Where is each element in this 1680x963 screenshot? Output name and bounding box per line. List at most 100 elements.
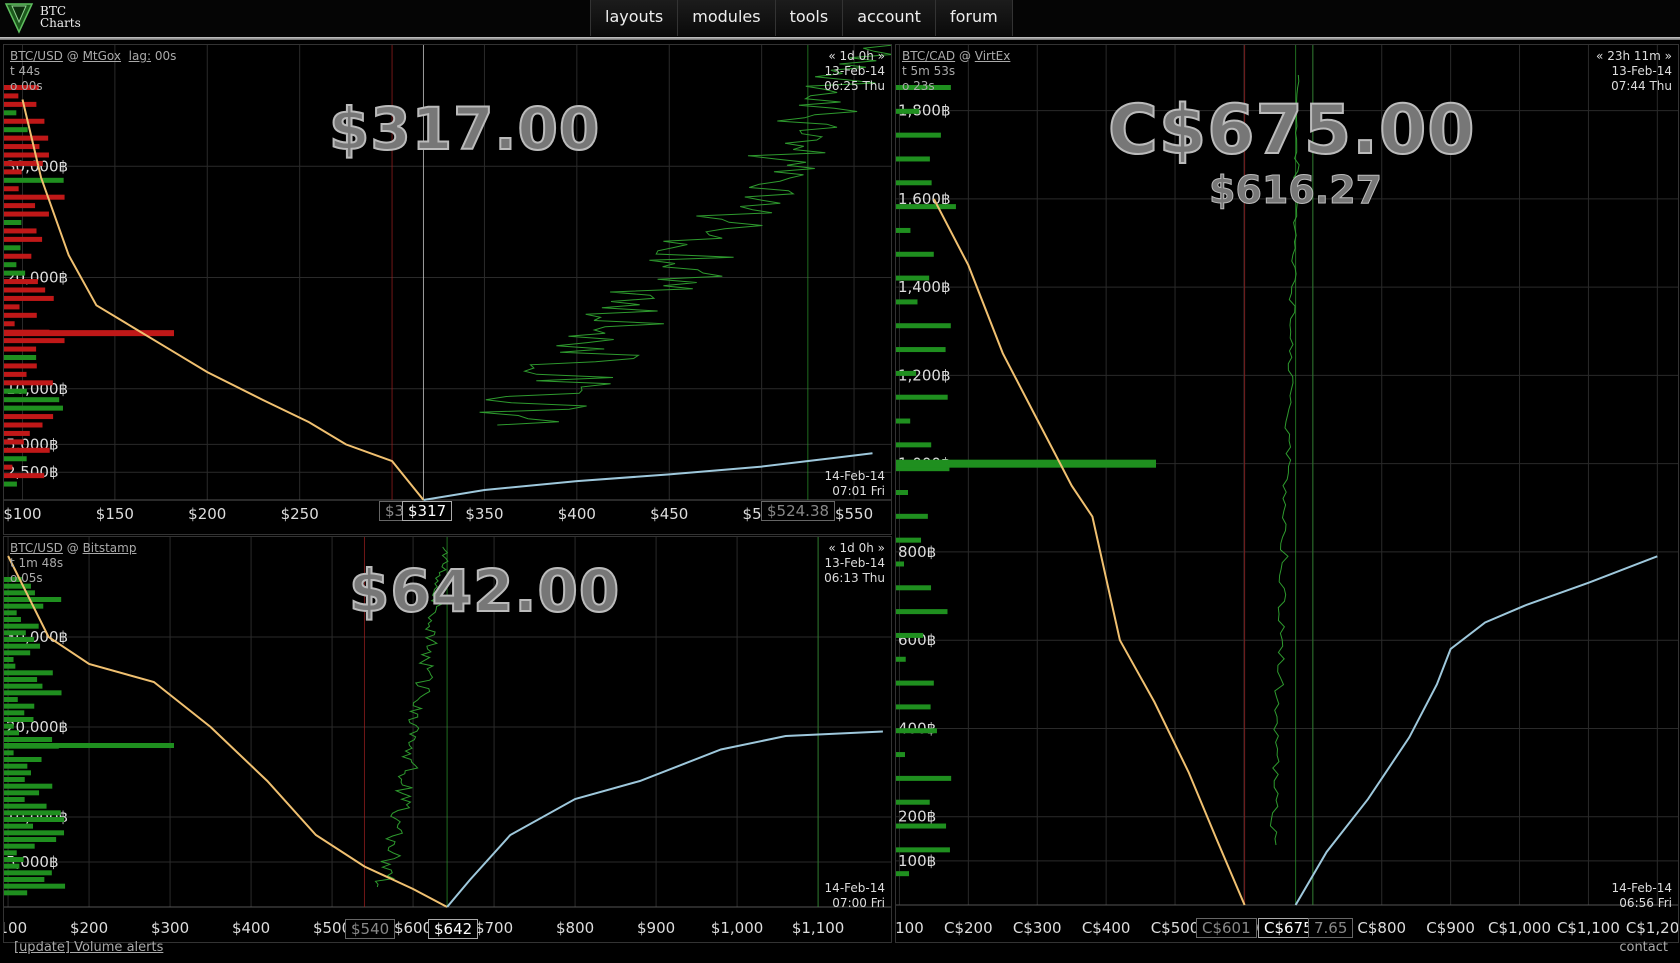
start-time: 07:44 Thu xyxy=(1611,79,1672,93)
x-tick-label: $550 xyxy=(835,505,873,523)
volume-bar xyxy=(4,637,35,642)
volume-bar xyxy=(4,414,54,420)
start-date: 13-Feb-14 xyxy=(824,64,885,78)
range-control[interactable]: « 1d 0h » xyxy=(828,49,885,63)
o-value: o 00s xyxy=(10,79,43,93)
plot-background xyxy=(896,45,1678,942)
volume-bar xyxy=(896,537,922,543)
volume-bar xyxy=(4,194,65,200)
chart-panel-virtex[interactable]: C$100C$200C$300C$400C$500C$600C$700C$800… xyxy=(895,44,1679,943)
price-tag-current: C$675 xyxy=(1258,918,1319,938)
volume-bar xyxy=(896,227,911,233)
range-control[interactable]: « 23h 11m » xyxy=(1596,49,1672,63)
volume-bar xyxy=(896,585,932,591)
volume-bar xyxy=(4,380,53,386)
volume-bar xyxy=(4,321,15,327)
volume-bar xyxy=(4,810,61,816)
volume-bar xyxy=(4,850,17,856)
x-tick-label: C$200 xyxy=(944,919,993,937)
volume-bar xyxy=(4,577,22,582)
pair-link[interactable]: BTC/USD xyxy=(10,541,63,555)
volume-bar xyxy=(896,799,930,805)
range-control[interactable]: « 1d 0h » xyxy=(828,541,885,555)
end-date: 14-Feb-14 xyxy=(824,881,885,895)
volume-bar xyxy=(4,312,37,318)
volume-bar xyxy=(4,683,43,689)
nav-layouts[interactable]: layouts xyxy=(591,0,679,36)
volume-bar xyxy=(4,803,47,809)
depth-chart-bitstamp[interactable]: $100 $200 $300 $400 $500 $600 $700 $800 $900 $1,0… xyxy=(4,537,891,942)
x-tick-label: C$400 xyxy=(1082,919,1131,937)
top-divider xyxy=(0,37,1680,40)
volume-bar xyxy=(896,466,950,472)
start-time: 06:25 Thu xyxy=(824,79,885,93)
ask-depth-curve xyxy=(1294,555,1658,906)
volume-bar xyxy=(4,270,26,276)
nav-modules[interactable]: modules xyxy=(678,0,776,36)
volume-bar xyxy=(896,823,947,829)
t-value: t 5m 53s xyxy=(902,64,956,78)
volume-bar xyxy=(896,728,937,734)
last-price: C$675.00 xyxy=(1107,90,1476,171)
o-value: o 23s xyxy=(902,79,935,93)
plot-background xyxy=(4,45,891,534)
volume-bar xyxy=(4,650,31,656)
volume-bar xyxy=(4,135,49,141)
exchange-link[interactable]: Bitstamp xyxy=(82,541,137,555)
volume-bar xyxy=(4,118,45,124)
btc-charts-logo[interactable]: BTC Charts xyxy=(4,2,94,34)
nav-tools[interactable]: tools xyxy=(775,0,844,36)
chart-panel-mtgox[interactable]: $100$150$200$250$350$400$450$500$55030,0… xyxy=(3,44,892,535)
volume-bar xyxy=(4,670,53,676)
pair-link[interactable]: BTC/CAD xyxy=(902,49,956,63)
x-tick-label: $600 xyxy=(394,919,432,937)
x-tick-label: $900 xyxy=(637,919,675,937)
volume-bar xyxy=(896,275,930,281)
lag-label[interactable]: lag: xyxy=(128,49,152,63)
volume-bar xyxy=(4,439,24,445)
volume-bar xyxy=(896,394,948,400)
depth-chart-mtgox[interactable]: $100$150$200$250$350$400$450$500$55030,0… xyxy=(4,45,891,534)
volume-bar xyxy=(4,245,21,251)
panel-header: BTC/USD @ MtGox lag: 00s t 44s o 00s xyxy=(10,49,176,94)
last-price: $642.00 xyxy=(348,556,621,626)
volume-bar xyxy=(4,228,37,234)
contact-link[interactable]: contact xyxy=(1619,940,1668,955)
nav-forum[interactable]: forum xyxy=(935,0,1013,36)
volume-bar xyxy=(4,262,17,268)
exchange-link[interactable]: MtGox xyxy=(82,49,122,63)
end-date: 14-Feb-14 xyxy=(1611,881,1672,895)
volume-bar xyxy=(4,777,25,782)
volume-bar xyxy=(4,346,37,352)
volume-bar xyxy=(4,657,14,662)
time-range: « 23h 11m » 13-Feb-14 07:44 Thu xyxy=(1596,49,1672,94)
depth-chart-virtex[interactable]: C$100C$200C$300C$400C$500C$600C$700C$800… xyxy=(896,45,1678,942)
volume-alerts-link[interactable]: [update] Volume alerts xyxy=(14,940,164,955)
volume-bar xyxy=(896,442,932,448)
volume-bar xyxy=(4,697,18,702)
pair-link[interactable]: BTC/USD xyxy=(10,49,63,63)
volume-bar xyxy=(4,127,28,133)
volume-bar xyxy=(4,790,40,796)
exchange-link[interactable]: VirtEx xyxy=(974,49,1011,63)
panel-header: BTC/USD @ Bitstamp t 1m 48s o 05s xyxy=(10,541,136,586)
volume-bar xyxy=(896,847,950,853)
chart-panel-bitstamp[interactable]: $100 $200 $300 $400 $500 $600 $700 $800 $900 $1,0… xyxy=(3,536,892,943)
volume-bar xyxy=(4,857,24,862)
volume-bar xyxy=(4,783,53,789)
trade-history-line xyxy=(374,546,449,888)
volume-bar xyxy=(4,371,27,377)
start-date: 13-Feb-14 xyxy=(1611,64,1672,78)
price-tag-high: 7.65 xyxy=(1308,918,1354,938)
nav-account[interactable]: account xyxy=(843,0,936,36)
volume-bar xyxy=(4,405,63,411)
volume-bar xyxy=(4,464,13,470)
volume-bar xyxy=(4,677,38,682)
volume-bar xyxy=(896,180,932,186)
volume-bar xyxy=(896,347,946,353)
volume-bar xyxy=(4,723,14,729)
x-tick-label: C$100 xyxy=(896,919,924,937)
volume-bar xyxy=(896,132,941,138)
trade-history-line xyxy=(479,45,891,426)
o-value: o 05s xyxy=(10,571,43,585)
